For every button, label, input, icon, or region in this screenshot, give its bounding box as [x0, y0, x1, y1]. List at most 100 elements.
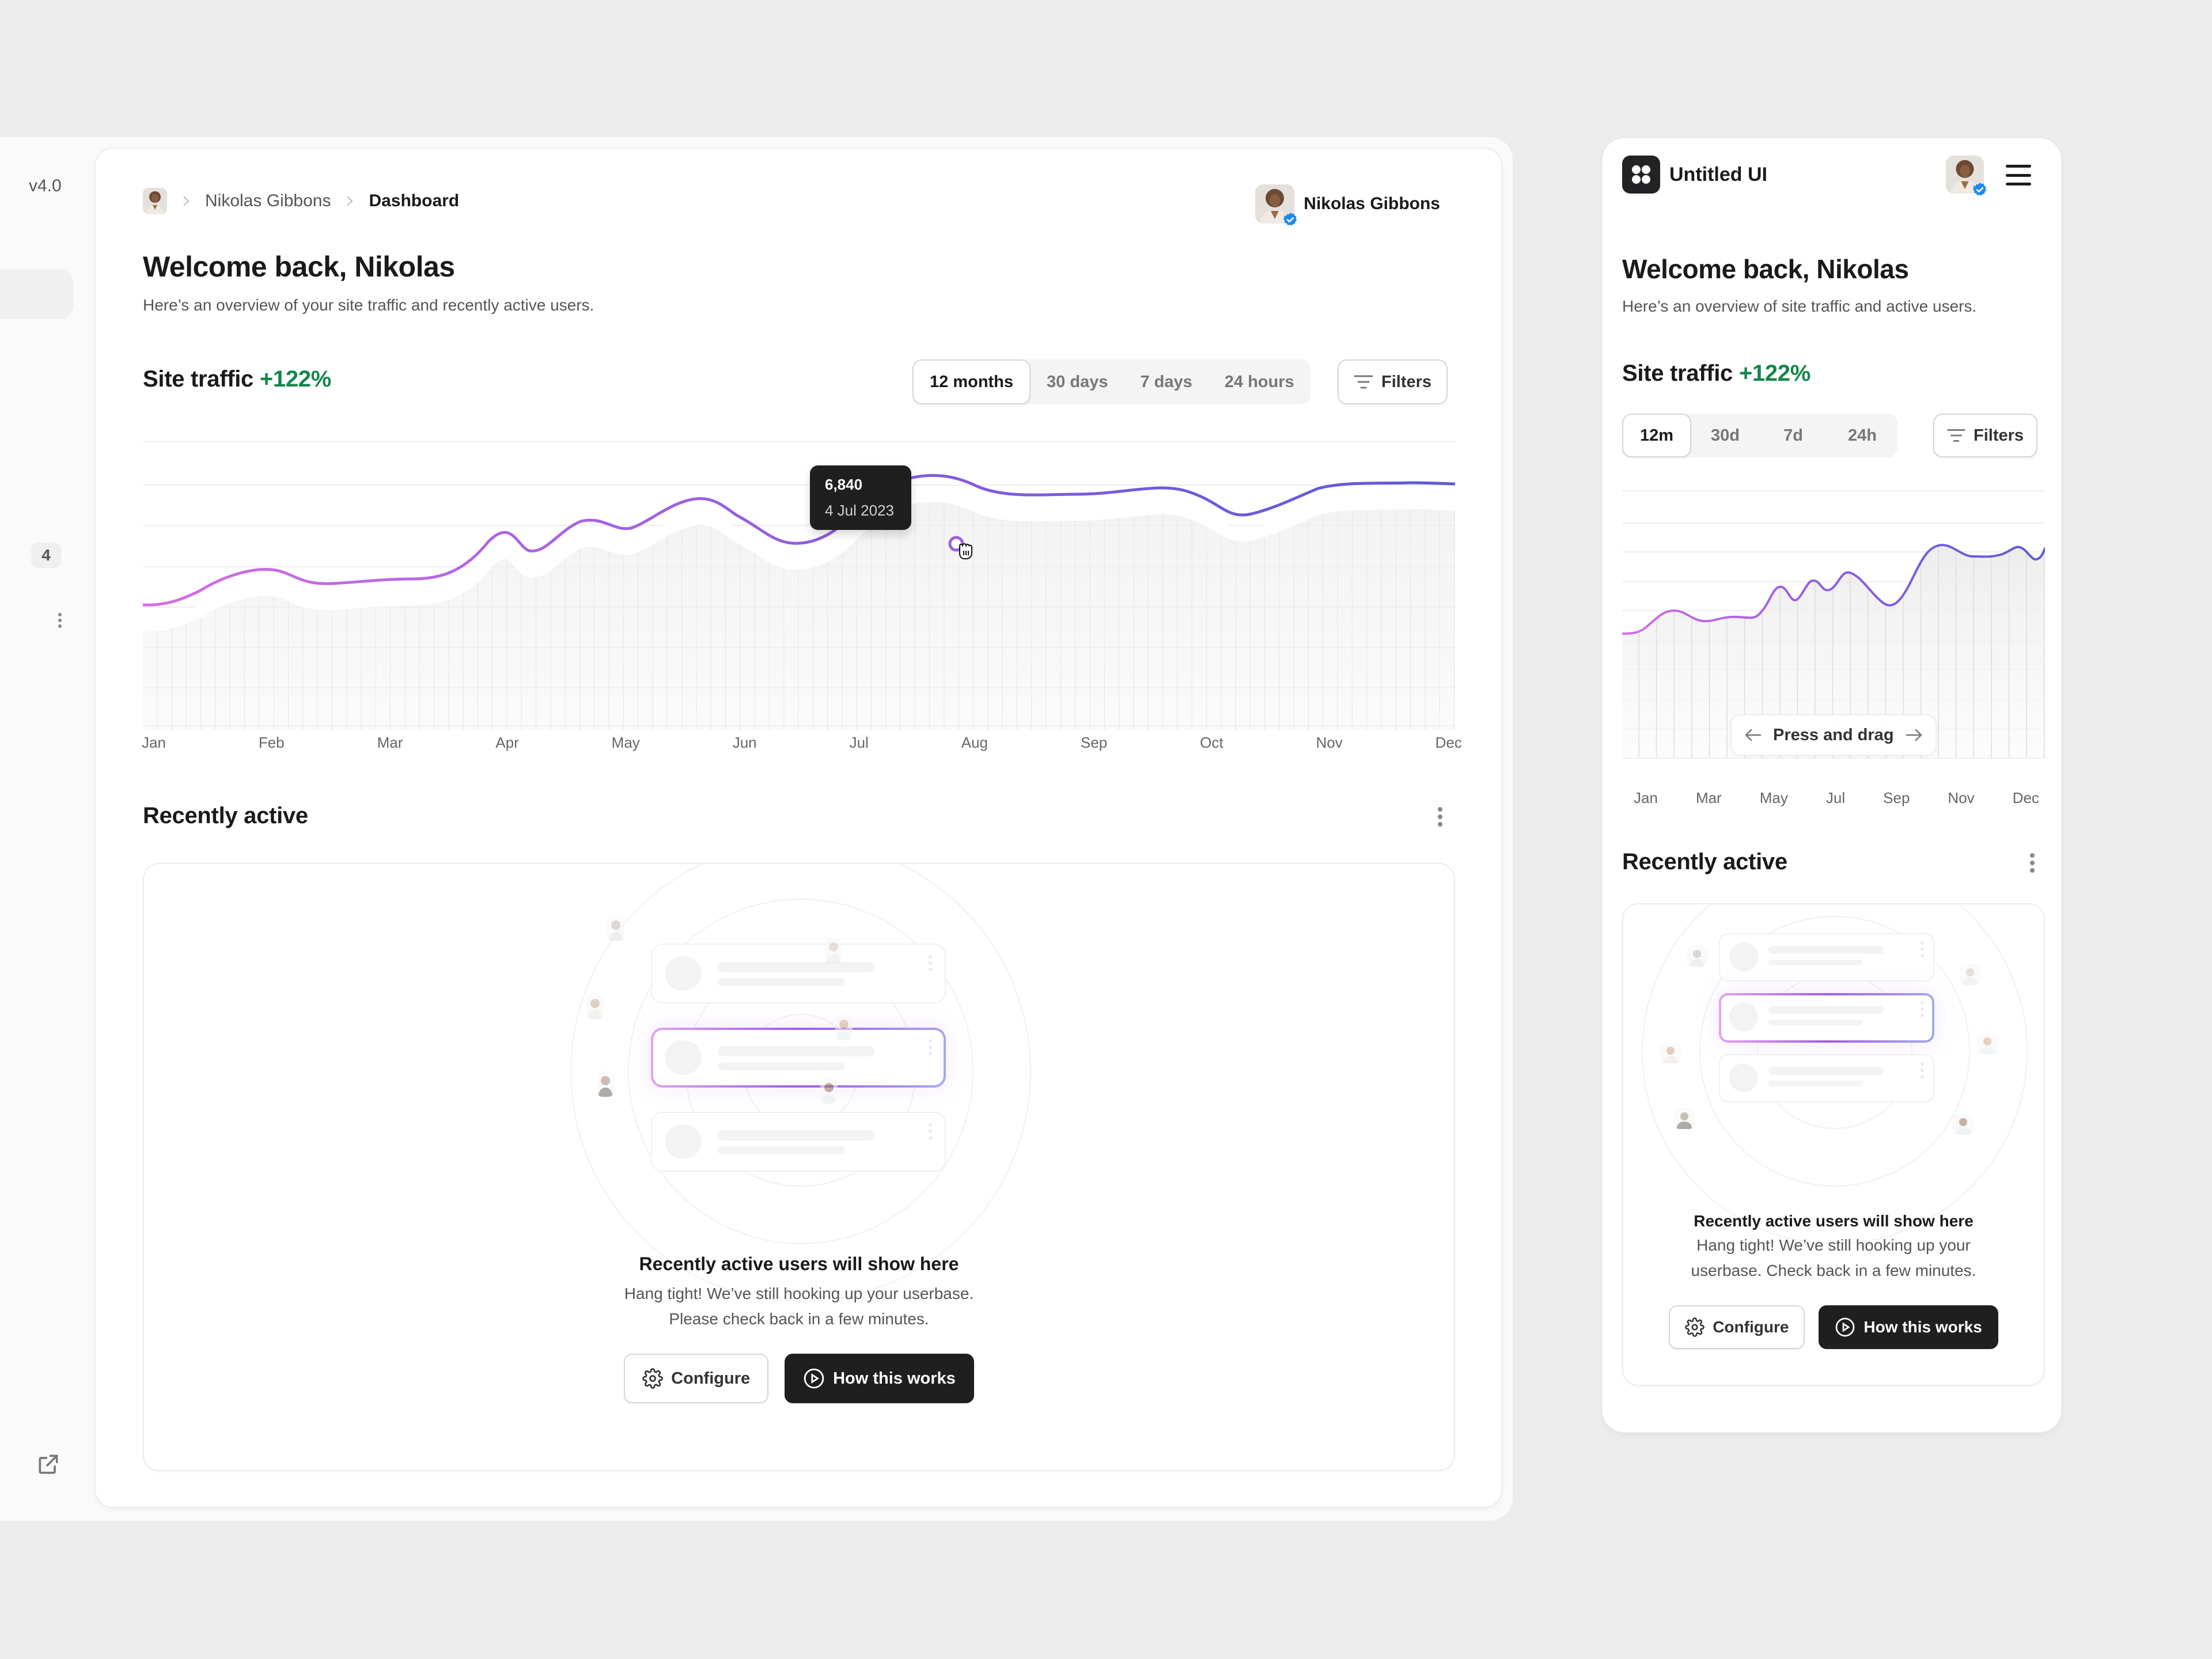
user-avatar-faded [820, 1078, 838, 1104]
x-label: Sep [1080, 734, 1108, 751]
user-avatar-faded [597, 1071, 614, 1097]
empty-state-card: Recently active users will show here Han… [1622, 903, 2045, 1386]
empty-state-actions: Configure How this works [144, 1354, 1454, 1403]
user-avatar-faded [835, 1015, 853, 1040]
recently-active-heading: Recently active [1622, 849, 1787, 874]
breadcrumb-avatar[interactable] [143, 188, 167, 214]
more-options-icon[interactable] [2025, 851, 2039, 874]
x-label: Aug [961, 734, 988, 751]
empty-state-actions: Configure How this works [1623, 1305, 2044, 1349]
how-this-works-button[interactable]: How this works [785, 1354, 974, 1403]
x-label: Jul [1825, 789, 1846, 806]
user-avatar-faded [607, 916, 624, 941]
user-avatar-faded [1977, 1033, 1998, 1054]
user-avatar-faded [1687, 946, 1707, 967]
range-tab-12m[interactable]: 12m [1622, 414, 1691, 457]
filters-button[interactable]: Filters [1933, 414, 2038, 457]
empty-state-title: Recently active users will show here [639, 1253, 959, 1274]
x-label: Feb [258, 734, 285, 751]
site-traffic-heading: Site traffic +122% [1622, 361, 1810, 387]
user-avatar-faded [1953, 1114, 1974, 1135]
avatar [1255, 184, 1297, 226]
user-menu[interactable]: Nikolas Gibbons [1255, 184, 1440, 226]
configure-button[interactable]: Configure [624, 1354, 769, 1403]
filter-lines-icon [1947, 429, 1965, 442]
recently-active-heading: Recently active [143, 803, 308, 828]
page-title: Welcome back, Nikolas [1622, 254, 1909, 284]
page-title: Welcome back, Nikolas [143, 251, 455, 283]
range-tab-30-days[interactable]: 30 days [1047, 372, 1108, 391]
chart-x-axis: Jan Feb Mar Apr May Jun Jul Aug Sep Oct … [116, 734, 1483, 752]
gear-icon [642, 1368, 663, 1389]
dashboard-card: Nikolas Gibbons Dashboard Nikolas Gibbon… [94, 147, 1502, 1508]
logo-mark-icon [1622, 156, 1660, 194]
x-label: Apr [495, 734, 519, 751]
brand-logo[interactable]: Untitled UI [1622, 156, 1767, 194]
site-traffic-label: Site traffic [143, 366, 254, 392]
brand-name: Untitled UI [1669, 163, 1767, 185]
arrow-right-icon [1906, 729, 1922, 741]
range-selector: 12m 30d 7d 24h [1622, 414, 1897, 457]
range-tab-12-months[interactable]: 12 months [912, 359, 1031, 404]
tooltip-value: 6,840 [825, 476, 863, 493]
filter-lines-icon [1354, 375, 1373, 389]
user-avatar-faded [1660, 1043, 1681, 1063]
chart-x-axis: Jan Mar May Jul Sep Nov Dec [1622, 789, 2045, 807]
x-label: Jan [142, 734, 166, 751]
filters-button[interactable]: Filters [1338, 359, 1448, 404]
empty-state-desc-2: Please check back in a few minutes. [669, 1310, 929, 1328]
desktop-shell: v4.0 4 Nikolas Gibbons Dashboard N [0, 137, 1513, 1521]
x-label: May [1759, 789, 1788, 806]
empty-state-desc-1: Hang tight! We’ve still hooking up your [1696, 1236, 1971, 1254]
sidebar-active-item[interactable] [0, 270, 74, 319]
range-tab-7d[interactable]: 7d [1783, 426, 1803, 445]
mobile-frame: Untitled UI Welcome back, Nikolas Here’s… [1601, 137, 2062, 1433]
empty-state-title: Recently active users will show here [1694, 1212, 1974, 1230]
empty-state-desc-1: Hang tight! We’ve still hooking up your … [624, 1285, 974, 1302]
grab-cursor-icon [959, 543, 972, 559]
page-subtitle: Here’s an overview of your site traffic … [143, 296, 594, 314]
user-name: Nikolas Gibbons [1304, 194, 1440, 213]
how-this-works-button[interactable]: How this works [1819, 1305, 1998, 1349]
breadcrumb-dashboard[interactable]: Dashboard [369, 191, 460, 210]
breadcrumb-user[interactable]: Nikolas Gibbons [205, 191, 331, 210]
site-traffic-heading: Site traffic +122% [143, 366, 331, 392]
avatar[interactable] [1946, 156, 1987, 196]
more-options-icon[interactable] [1433, 805, 1447, 828]
range-tab-30d[interactable]: 30d [1711, 426, 1740, 445]
x-label: May [611, 734, 640, 751]
range-selector: 12 months 30 days 7 days 24 hours [912, 359, 1310, 404]
how-this-works-label: How this works [1863, 1318, 1982, 1336]
chevron-right-icon [347, 196, 353, 206]
filters-label: Filters [1974, 426, 2024, 445]
sidebar-more-icon[interactable] [55, 613, 65, 634]
range-tab-24-hours[interactable]: 24 hours [1224, 372, 1294, 391]
breadcrumb: Nikolas Gibbons Dashboard [143, 187, 459, 215]
x-label: Nov [1316, 734, 1343, 751]
external-link-icon[interactable] [36, 1452, 61, 1477]
x-label: Jan [1634, 789, 1658, 806]
press-and-drag-hint[interactable]: Press and drag [1730, 714, 1937, 756]
verified-badge-icon [1283, 213, 1297, 226]
how-this-works-label: How this works [833, 1369, 956, 1388]
user-avatar-faded [1674, 1108, 1695, 1129]
empty-state-illustration [547, 864, 1054, 1302]
x-label: Oct [1200, 734, 1224, 751]
x-label: Dec [1435, 734, 1462, 751]
traffic-chart[interactable] [143, 431, 1455, 730]
range-tab-24h[interactable]: 24h [1848, 426, 1877, 445]
chart-tooltip: 6,840 4 Jul 2023 [810, 465, 911, 530]
hamburger-menu-icon[interactable] [2006, 165, 2031, 185]
gear-icon [1685, 1317, 1705, 1337]
empty-state-illustration [1623, 904, 2044, 1244]
sidebar: v4.0 4 [0, 137, 93, 1521]
empty-state-card: Recently active users will show here Han… [143, 863, 1455, 1471]
x-label: Jul [849, 734, 869, 751]
tooltip-date: 4 Jul 2023 [825, 502, 894, 519]
range-tab-7-days[interactable]: 7 days [1140, 372, 1192, 391]
configure-button[interactable]: Configure [1669, 1305, 1805, 1349]
x-label: Mar [1695, 789, 1722, 806]
x-label: Dec [2012, 789, 2039, 806]
user-avatar-faded [586, 994, 604, 1020]
x-label: Sep [1883, 789, 1910, 806]
